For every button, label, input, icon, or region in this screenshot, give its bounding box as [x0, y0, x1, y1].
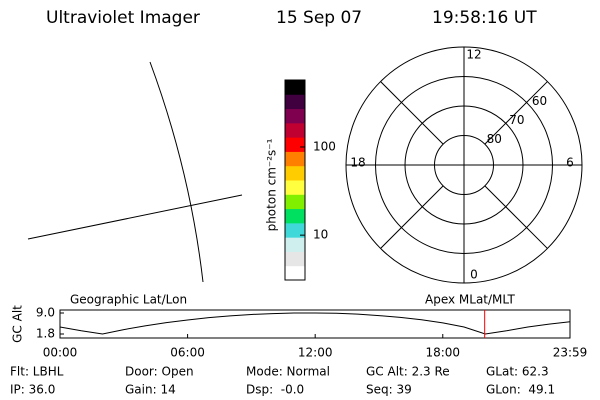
y-tick-label: 9.0: [36, 306, 55, 320]
mlt-label: 18: [350, 156, 365, 170]
status-field: GLon: 49.1: [486, 383, 555, 397]
color-segment: [285, 165, 305, 181]
diag-line: [484, 81, 548, 145]
tick-label: 10: [313, 228, 328, 242]
lon-line: [149, 61, 204, 283]
tick-label: 100: [313, 139, 336, 153]
title: Ultraviolet Imager: [46, 8, 200, 28]
color-segment: [285, 94, 305, 110]
mlt-label: 6: [566, 156, 574, 170]
color-segment: [285, 108, 305, 124]
mlt-label: 12: [466, 48, 481, 62]
status-field: IP: 36.0: [10, 383, 55, 397]
ring-label: 60: [532, 94, 547, 108]
lat-line: [27, 194, 243, 240]
status-field: Flt: LBHL: [10, 365, 64, 379]
status-field: Mode: Normal: [246, 365, 330, 379]
plot-frame: [59, 309, 571, 339]
mlt-label: 0: [470, 268, 478, 282]
x-tick-label: 23:59: [553, 346, 588, 360]
diag-line: [484, 185, 548, 249]
diag-line: [380, 185, 444, 249]
color-segment: [285, 265, 305, 281]
x-tick-label: 18:00: [425, 346, 460, 360]
color-segment: [285, 151, 305, 167]
status-field: GLat: 62.3: [486, 365, 549, 379]
color-segment: [285, 122, 305, 138]
x-tick-label: 00:00: [43, 346, 78, 360]
y-tick-label: 1.8: [36, 327, 55, 341]
ring-label: 80: [487, 132, 502, 146]
color-segment: [285, 222, 305, 238]
color-segment: [285, 137, 305, 152]
colorbar-frame: [284, 79, 306, 281]
annotation: Apex MLat/MLT: [425, 293, 515, 307]
color-segment: [285, 194, 305, 210]
color-segment: [285, 251, 305, 267]
status-field: Gain: 14: [125, 383, 176, 397]
altitude-line: [59, 312, 571, 335]
y-axis-label: GC Alt: [11, 305, 25, 343]
status-field: Seq: 39: [366, 383, 412, 397]
color-segment: [285, 208, 305, 224]
color-segment: [285, 237, 305, 252]
color-segment: [285, 180, 305, 195]
ring-label: 70: [509, 113, 524, 127]
x-tick-label: 12:00: [298, 346, 333, 360]
status-field: Door: Open: [125, 365, 194, 379]
time: 19:58:16 UT: [432, 8, 537, 28]
date: 15 Sep 07: [276, 8, 362, 28]
annotation: Geographic Lat/Lon: [70, 293, 187, 307]
color-segment: [285, 80, 305, 95]
status-field: Dsp: -0.0: [246, 383, 304, 397]
diag-line: [380, 81, 444, 145]
x-tick-label: 06:00: [170, 346, 205, 360]
status-field: GC Alt: 2.3 Re: [366, 365, 450, 379]
colorbar-label: photon cm⁻²s⁻¹: [265, 138, 279, 231]
